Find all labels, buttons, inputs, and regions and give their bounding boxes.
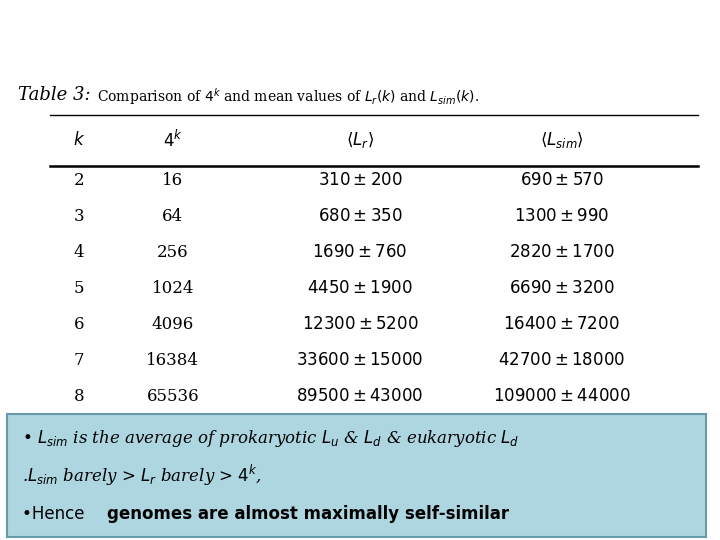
Text: $89500\pm43000$: $89500\pm43000$ (297, 388, 423, 406)
Text: $16400\pm7200$: $16400\pm7200$ (503, 316, 620, 333)
Text: $2820\pm1700$: $2820\pm1700$ (508, 245, 615, 261)
Text: $\langle L_r \rangle$: $\langle L_r \rangle$ (346, 130, 374, 151)
Text: $310\pm200$: $310\pm200$ (318, 172, 402, 190)
Text: $6690\pm3200$: $6690\pm3200$ (508, 280, 615, 298)
Text: 1024: 1024 (151, 280, 194, 298)
Text: $\langle L_{sim} \rangle$: $\langle L_{sim} \rangle$ (540, 130, 583, 151)
Text: 5: 5 (74, 280, 84, 298)
Text: genomes are almost maximally self-similar: genomes are almost maximally self-simila… (107, 505, 509, 523)
Text: 7: 7 (74, 353, 84, 369)
Text: $k$: $k$ (73, 131, 85, 150)
Text: 8: 8 (74, 388, 84, 406)
Text: $690\pm570$: $690\pm570$ (520, 172, 603, 190)
Text: $109000\pm44000$: $109000\pm44000$ (492, 388, 631, 406)
Text: 4: 4 (74, 245, 84, 261)
Text: •Hence: •Hence (22, 505, 89, 523)
Text: 4096: 4096 (152, 316, 194, 333)
Text: $680\pm350$: $680\pm350$ (318, 208, 402, 225)
Text: 65536: 65536 (146, 388, 199, 406)
Text: $42700\pm18000$: $42700\pm18000$ (498, 353, 625, 369)
Text: $4^k$: $4^k$ (163, 130, 183, 151)
Text: 6: 6 (74, 316, 84, 333)
Text: 256: 256 (157, 245, 189, 261)
Text: • $L_{sim}$ is the average of prokaryotic $L_u$ & $L_d$ & eukaryotic $L_d$: • $L_{sim}$ is the average of prokaryoti… (22, 428, 519, 449)
FancyBboxPatch shape (7, 414, 706, 537)
Text: Comparison of $4^k$ and mean values of $L_r(k)$ and $L_{sim}(k)$.: Comparison of $4^k$ and mean values of $… (97, 86, 480, 107)
Text: 16384: 16384 (146, 353, 199, 369)
Text: $33600\pm15000$: $33600\pm15000$ (297, 353, 423, 369)
Text: Genomes are maximally self-similar: Genomes are maximally self-similar (32, 20, 703, 53)
Text: $12300\pm5200$: $12300\pm5200$ (302, 316, 418, 333)
Text: Table 3:: Table 3: (18, 86, 91, 104)
Text: .$L_{sim}$ barely > $L_r$ barely > $4^k$,: .$L_{sim}$ barely > $L_r$ barely > $4^k$… (22, 463, 261, 488)
Text: $1300\pm990$: $1300\pm990$ (514, 208, 609, 225)
Text: 64: 64 (162, 208, 184, 225)
Text: $4450\pm1900$: $4450\pm1900$ (307, 280, 413, 298)
Text: 3: 3 (74, 208, 84, 225)
Text: $1690\pm760$: $1690\pm760$ (312, 245, 408, 261)
Text: 2: 2 (74, 172, 84, 190)
Text: 16: 16 (162, 172, 184, 190)
